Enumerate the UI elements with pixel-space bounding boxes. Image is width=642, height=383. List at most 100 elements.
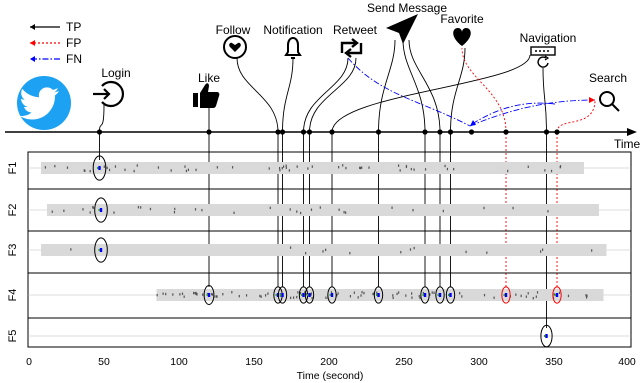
row-label-f1: F1	[7, 162, 19, 175]
sensor-dot	[165, 292, 167, 296]
x-tick-0: 0	[26, 356, 32, 368]
x-tick-50: 50	[98, 356, 110, 368]
event-label-like: Like	[198, 71, 220, 85]
event-label-search: Search	[589, 71, 627, 85]
sensor-dot	[363, 291, 365, 295]
event-marker-ellipse	[94, 237, 108, 263]
sensor-dot	[397, 164, 400, 167]
x-tick-250: 250	[395, 356, 413, 368]
twitter-logo-icon	[17, 76, 71, 130]
detected-event-dot-green	[275, 294, 277, 296]
sensor-dot	[507, 169, 509, 173]
search-icon	[599, 91, 620, 112]
sensor-dot	[89, 211, 91, 214]
sensor-dot	[211, 293, 214, 296]
sensor-dot	[285, 166, 287, 170]
x-tick-100: 100	[170, 356, 188, 368]
connector-curve	[236, 57, 279, 133]
sensor-dot	[422, 291, 424, 295]
connector-curve	[450, 47, 466, 133]
sensor-dot	[411, 296, 413, 299]
sensor-dot	[419, 296, 421, 300]
event-marker-ellipse	[501, 286, 511, 304]
detected-event-dot-green	[307, 294, 309, 296]
sensor-dot	[431, 291, 433, 294]
sensor-dot	[512, 206, 514, 210]
sensor-dot	[337, 292, 339, 295]
sensor-dot	[410, 167, 412, 171]
sensor-dot	[114, 165, 117, 168]
sensor-dot	[413, 168, 415, 171]
sensor-dot	[349, 251, 351, 255]
timeline-event-dot	[437, 129, 443, 135]
sensor-dot	[305, 251, 307, 255]
sensor-dot	[567, 294, 570, 298]
sensor-dot	[173, 210, 176, 214]
sensor-dot	[310, 208, 313, 211]
x-tick-200: 200	[320, 356, 338, 368]
sensor-dot	[412, 208, 414, 212]
connector-curve	[303, 57, 349, 133]
detected-event-dot	[449, 293, 452, 297]
like-icon	[193, 83, 220, 108]
sensor-dot	[536, 291, 539, 294]
sensor-dot	[260, 295, 262, 298]
fp-arrow-head	[589, 97, 595, 103]
detected-event-dot-green	[301, 294, 303, 296]
detected-event-dot-green	[422, 294, 424, 296]
sensor-dot	[325, 296, 327, 299]
sensor-dot	[137, 206, 140, 209]
sensor-dot	[357, 296, 359, 299]
timeline-event-dot	[543, 129, 550, 135]
row-label-f4: F4	[7, 289, 19, 302]
sensor-dot	[187, 168, 190, 171]
sensor-dot	[66, 166, 69, 169]
detected-event-dot-green	[329, 294, 331, 296]
timeline-event-dot	[206, 129, 212, 135]
detected-event-dot-green	[206, 294, 208, 296]
sensor-dot	[278, 166, 281, 170]
sensor-dot	[461, 295, 463, 298]
sensor-dot	[215, 295, 217, 298]
sensor-dot	[216, 166, 218, 169]
detected-event-dot	[281, 293, 284, 297]
detected-event-dot	[207, 293, 211, 297]
sensor-dot	[527, 165, 529, 168]
event-marker-ellipse	[420, 286, 430, 304]
sensor-dot	[201, 208, 203, 212]
connector-curve	[556, 99, 596, 133]
detected-event-dot	[438, 293, 442, 297]
sensor-dot	[193, 291, 195, 295]
sensor-dot	[202, 293, 204, 296]
row-label-f5: F5	[7, 330, 19, 343]
sensor-dot	[296, 295, 298, 299]
timeline-event-dot	[279, 129, 286, 135]
sensor-dot	[305, 293, 307, 296]
sensor-dot	[550, 169, 553, 173]
sensor-dot	[279, 169, 281, 172]
x-tick-350: 350	[545, 356, 563, 368]
sensor-dot	[493, 296, 495, 299]
sensor-dot	[372, 292, 374, 296]
timeline-event-dot	[422, 129, 428, 135]
detected-event-dot-green	[98, 249, 100, 251]
sensor-dot	[453, 167, 455, 171]
sensor-dot	[411, 292, 413, 295]
sensor-dot	[336, 294, 338, 297]
sensor-dot	[446, 167, 449, 171]
connector-curve	[461, 47, 507, 133]
sensor-dot	[483, 293, 486, 297]
sensor-dot	[433, 291, 435, 294]
x-tick-400: 400	[618, 356, 636, 368]
sensor-dot	[157, 166, 160, 169]
sensor-dot	[585, 296, 588, 299]
event-marker-ellipse	[304, 286, 315, 304]
sensor-dot	[136, 164, 138, 167]
event-label-notification: Notification	[263, 23, 322, 37]
timeline: Time	[5, 128, 641, 151]
fn-connector	[469, 99, 596, 127]
sensor-dot	[405, 165, 408, 169]
row-labels: F1 F2 F3 F4 F5	[7, 162, 19, 343]
sensor-dot	[140, 206, 142, 209]
